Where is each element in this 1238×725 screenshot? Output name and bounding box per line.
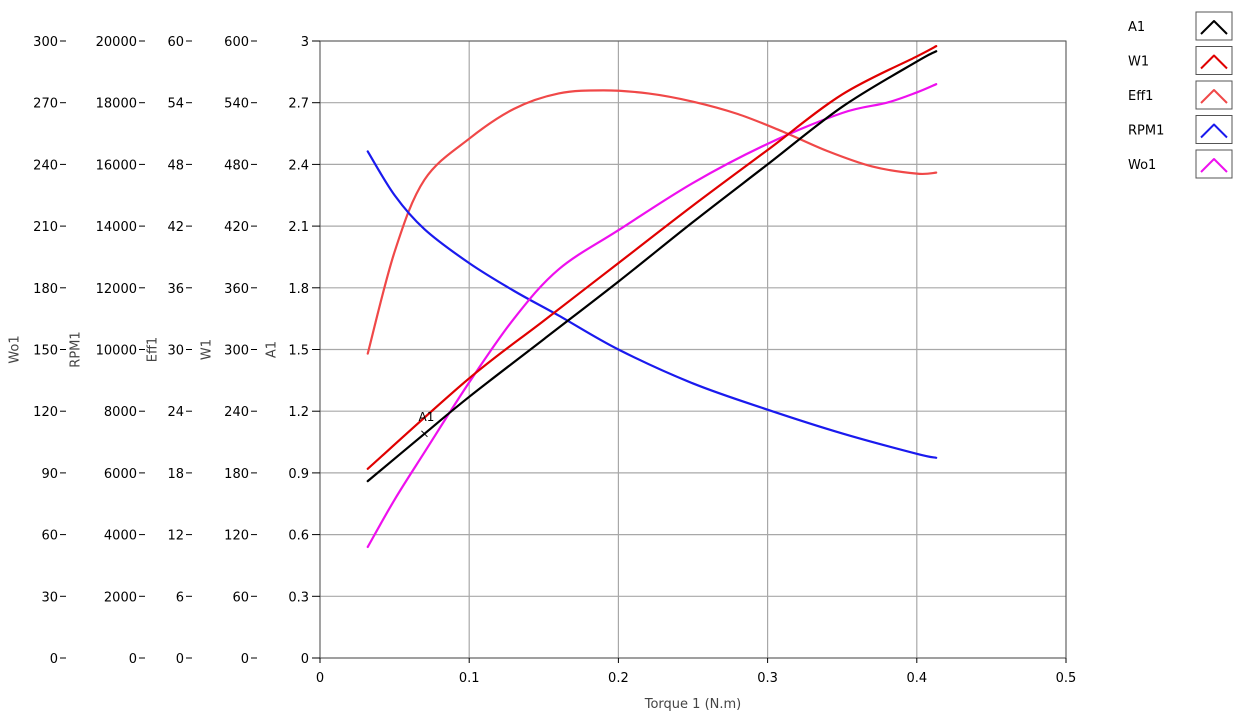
y-axis-title-w1: W1	[200, 339, 215, 360]
y-tick-label-wo1: 30	[41, 590, 58, 605]
y-tick-label-eff1: 6	[176, 590, 184, 605]
x-tick-label: 0.1	[459, 671, 480, 686]
y-tick-label-w1: 180	[224, 467, 249, 482]
legend-swatch-line-rpm1	[1200, 123, 1228, 139]
y-tick-label-w1: 240	[224, 405, 249, 420]
y-tick-label-w1: 120	[224, 529, 249, 544]
y-tick-label-wo1: 180	[33, 282, 58, 297]
y-tick-label-eff1: 0	[176, 652, 184, 667]
legend: A1 W1 Eff1 RPM1 Wo1	[1128, 11, 1233, 179]
y-tick-label-eff1: 12	[167, 529, 184, 544]
y-tick-label-a1: 1.2	[288, 405, 309, 420]
y-tick-label-w1: 360	[224, 282, 249, 297]
y-tick-label-w1: 300	[224, 344, 249, 359]
legend-swatch-box	[1195, 80, 1233, 110]
y-tick-label-rpm1: 16000	[96, 158, 137, 173]
series-line-rpm1	[366, 150, 938, 459]
y-tick-label-wo1: 300	[33, 35, 58, 50]
x-tick-label: 0.2	[608, 671, 629, 686]
y-tick-label-a1: 2.1	[288, 220, 309, 235]
x-axis-title: Torque 1 (N.m)	[644, 697, 742, 712]
legend-label-eff1: Eff1	[1128, 89, 1153, 104]
y-tick-label-a1: 1.8	[288, 282, 309, 297]
y-tick-label-wo1: 150	[33, 344, 58, 359]
y-tick-label-wo1: 90	[41, 467, 58, 482]
y-tick-label-a1: 2.7	[288, 97, 309, 112]
y-tick-label-wo1: 60	[41, 529, 58, 544]
legend-swatch-line-wo1	[1200, 158, 1228, 173]
y-tick-label-eff1: 54	[167, 97, 184, 112]
legend-label-a1: A1	[1128, 20, 1145, 35]
y-tick-label-eff1: 48	[167, 158, 184, 173]
y-tick-label-w1: 0	[241, 652, 249, 667]
y-tick-label-rpm1: 18000	[96, 97, 137, 112]
y-axis-title-rpm1: RPM1	[69, 331, 84, 367]
y-tick-label-a1: 0.6	[288, 529, 309, 544]
legend-swatch-box	[1195, 46, 1233, 75]
x-tick-label: 0	[316, 671, 324, 686]
y-axis-title-a1: A1	[265, 341, 280, 358]
y-axis-title-eff1: Eff1	[146, 337, 161, 362]
axes: 3002702402101801501209060300Wo1200001800…	[8, 35, 1077, 712]
x-tick-label: 0.4	[906, 671, 927, 686]
annotation-marker	[421, 430, 428, 438]
grid-lines	[319, 40, 1067, 659]
series-lines	[366, 45, 938, 549]
y-tick-label-w1: 60	[232, 590, 249, 605]
legend-swatch-line-w1	[1200, 54, 1228, 70]
y-tick-label-eff1: 36	[167, 282, 184, 297]
x-tick-label: 0.5	[1056, 671, 1077, 686]
y-tick-label-rpm1: 14000	[96, 220, 137, 235]
annotations: A1	[419, 410, 435, 438]
y-tick-label-rpm1: 12000	[96, 282, 137, 297]
y-tick-label-rpm1: 10000	[96, 344, 137, 359]
y-tick-label-wo1: 120	[33, 405, 58, 420]
x-tick-label: 0.3	[757, 671, 778, 686]
y-tick-label-a1: 2.4	[288, 158, 309, 173]
legend-swatch-box	[1195, 11, 1233, 41]
y-tick-label-w1: 420	[224, 220, 249, 235]
legend-label-rpm1: RPM1	[1128, 124, 1164, 139]
y-tick-label-w1: 540	[224, 97, 249, 112]
y-tick-label-wo1: 210	[33, 220, 58, 235]
legend-swatch-box	[1195, 115, 1233, 144]
series-line-eff1	[366, 89, 938, 355]
y-tick-label-eff1: 30	[167, 344, 184, 359]
y-tick-label-w1: 480	[224, 158, 249, 173]
y-tick-label-rpm1: 8000	[104, 405, 137, 420]
y-tick-label-wo1: 270	[33, 97, 58, 112]
y-tick-label-a1: 0	[301, 652, 309, 667]
legend-label-w1: W1	[1128, 55, 1149, 70]
series-line-wo1	[366, 83, 938, 549]
y-tick-label-a1: 3	[301, 35, 309, 50]
y-tick-label-a1: 1.5	[288, 344, 309, 359]
y-tick-label-wo1: 240	[33, 158, 58, 173]
y-tick-label-wo1: 0	[50, 652, 58, 667]
annotation-label: A1	[419, 410, 435, 424]
y-tick-label-rpm1: 2000	[104, 590, 137, 605]
legend-swatch-box	[1195, 149, 1233, 179]
y-tick-label-rpm1: 4000	[104, 529, 137, 544]
legend-swatch-line-a1	[1200, 20, 1228, 35]
y-tick-label-a1: 0.3	[288, 590, 309, 605]
y-tick-label-eff1: 24	[167, 405, 184, 420]
y-tick-label-eff1: 42	[167, 220, 184, 235]
y-tick-label-a1: 0.9	[288, 467, 309, 482]
y-tick-label-w1: 600	[224, 35, 249, 50]
y-tick-label-eff1: 18	[167, 467, 184, 482]
legend-label-wo1: Wo1	[1128, 158, 1156, 173]
y-axis-title-wo1: Wo1	[8, 335, 23, 363]
legend-swatch-line-eff1	[1200, 89, 1228, 104]
series-line-a1	[366, 50, 938, 483]
y-tick-label-rpm1: 0	[129, 652, 137, 667]
y-tick-label-rpm1: 6000	[104, 467, 137, 482]
y-tick-label-rpm1: 20000	[96, 35, 137, 50]
series-line-w1	[366, 45, 938, 470]
y-tick-label-eff1: 60	[167, 35, 184, 50]
